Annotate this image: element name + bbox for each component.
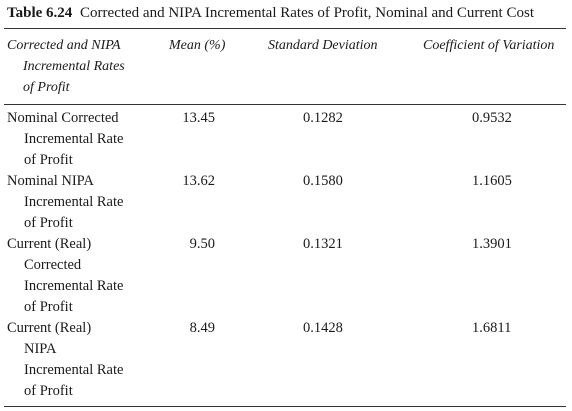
- cell-standard-deviation: 0.1282: [303, 110, 343, 126]
- top-rule: [4, 28, 566, 29]
- header-label-line: Corrected and NIPA: [7, 38, 121, 53]
- row-label-line: Current (Real): [7, 236, 92, 252]
- row-label-line: Nominal Corrected: [7, 110, 119, 126]
- row-label-line: of Profit: [24, 299, 73, 315]
- table-number: Table 6.24: [7, 5, 73, 21]
- row-label: Nominal NIPA Incremental Rate of Profit: [7, 171, 167, 234]
- row-label-line: Incremental Rate: [24, 194, 124, 210]
- row-label: Current (Real) NIPA Incremental Rate of …: [7, 318, 167, 402]
- row-label: Nominal Corrected Incremental Rate of Pr…: [7, 108, 167, 171]
- cell-mean: 8.49: [189, 320, 215, 336]
- cell-standard-deviation: 0.1428: [303, 320, 343, 336]
- cell-mean: 9.50: [189, 236, 215, 252]
- row-label-line: Current (Real): [7, 320, 92, 336]
- cell-standard-deviation: 0.1580: [303, 173, 343, 189]
- bottom-rule: [4, 406, 566, 407]
- row-label-line: Nominal NIPA: [7, 173, 94, 189]
- cell-coefficient-of-variation: 1.1605: [472, 173, 512, 189]
- row-label-line: Incremental Rate: [24, 362, 124, 378]
- table-title: Corrected and NIPA Incremental Rates of …: [80, 5, 534, 21]
- row-label: Current (Real) Corrected Incremental Rat…: [7, 234, 167, 318]
- row-label-line: of Profit: [24, 215, 73, 231]
- cell-mean: 13.62: [182, 173, 215, 189]
- cell-standard-deviation: 0.1321: [303, 236, 343, 252]
- header-label-line: Incremental Rates: [23, 59, 125, 74]
- row-label-line: of Profit: [24, 152, 73, 168]
- header-coefficient-of-variation: Coefficient of Variation: [423, 38, 555, 53]
- header-label-line: of Profit: [23, 80, 70, 95]
- cell-coefficient-of-variation: 1.3901: [472, 236, 512, 252]
- row-label-line: Incremental Rate: [24, 278, 124, 294]
- table-caption: Table 6.24 Corrected and NIPA Incrementa…: [7, 5, 534, 22]
- cell-coefficient-of-variation: 0.9532: [472, 110, 512, 126]
- header-rule: [4, 104, 566, 105]
- cell-mean: 13.45: [182, 110, 215, 126]
- row-label-line: Incremental Rate: [24, 131, 124, 147]
- row-label-line: NIPA: [24, 341, 57, 357]
- cell-coefficient-of-variation: 1.6811: [472, 320, 512, 336]
- header-standard-deviation: Standard Deviation: [268, 38, 378, 53]
- row-label-line: Corrected: [24, 257, 82, 273]
- row-label-line: of Profit: [24, 383, 73, 399]
- header-mean: Mean (%): [169, 38, 226, 53]
- header-label: Corrected and NIPA Incremental Rates of …: [7, 35, 125, 98]
